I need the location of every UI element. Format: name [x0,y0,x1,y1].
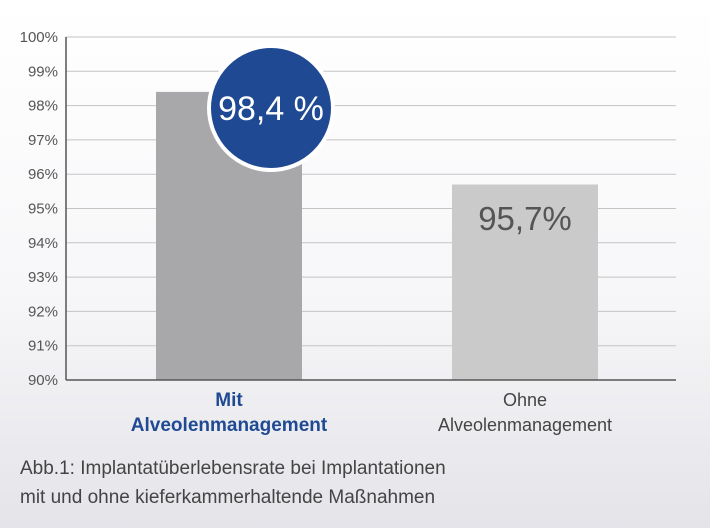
bar-ohne-alveolenmanagement [452,184,598,380]
x-category-label: Mit [215,390,243,411]
x-category-label: Alveolenmanagement [131,415,328,436]
y-tick-label: 96% [28,166,58,183]
value-label: 95,7% [478,200,572,237]
y-tick-label: 98% [28,98,58,115]
x-category-label: Alveolenmanagement [438,415,612,435]
value-label: 98,4 % [218,90,324,128]
y-tick-label: 94% [28,235,58,252]
x-category-label: Ohne [503,390,547,410]
y-tick-label: 93% [28,269,58,286]
figure-caption: Abb.1: Implantatüberlebensrate bei Impla… [20,454,690,512]
value-badge-circle [207,44,335,172]
y-tick-label: 97% [28,132,58,149]
y-tick-label: 91% [28,338,58,355]
y-tick-label: 90% [28,372,58,389]
bar-chart: 90% 91% 92% 93% 94% 95% 96% 97% 98% 99% 100% Mit Alv… [20,29,676,436]
caption-line-2: mit und ohne kieferkammerhaltende Maßnah… [20,487,436,508]
y-tick-label: 100% [20,29,58,46]
y-tick-label: 99% [28,63,58,80]
caption-line-1: Abb.1: Implantatüberlebensrate bei Impla… [20,458,446,479]
y-tick-label: 95% [28,201,58,218]
y-tick-label: 92% [28,303,58,320]
